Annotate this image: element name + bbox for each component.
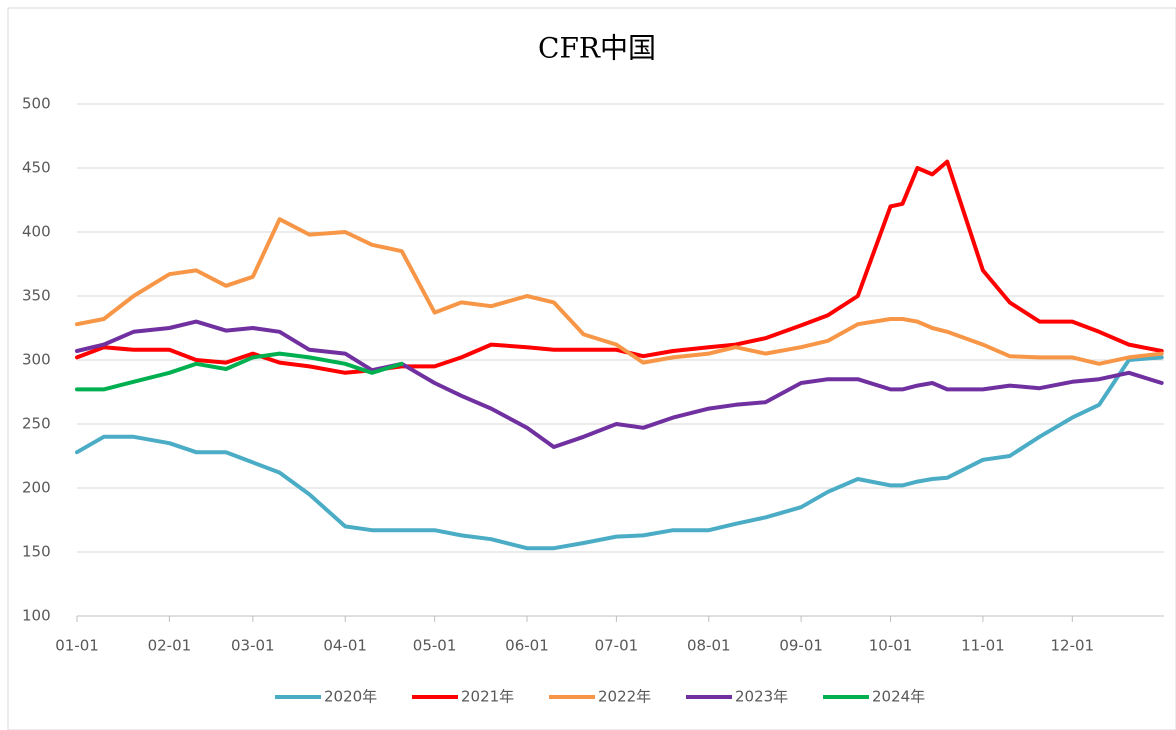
x-tick-label: 02-01 xyxy=(148,637,192,655)
chart-title: CFR中国 xyxy=(538,32,656,65)
legend-label: 2020年 xyxy=(324,688,377,706)
y-tick-label: 300 xyxy=(22,351,51,369)
x-tick-label: 08-01 xyxy=(687,637,731,655)
y-tick-label: 400 xyxy=(22,223,51,241)
x-tick-label: 05-01 xyxy=(413,637,457,655)
legend-label: 2021年 xyxy=(461,688,514,706)
series-line xyxy=(75,217,1164,366)
y-tick-label: 500 xyxy=(22,95,51,113)
x-tick-label: 07-01 xyxy=(595,637,639,655)
series-line xyxy=(75,319,1164,449)
legend-label: 2022年 xyxy=(598,688,651,706)
legend-label: 2023年 xyxy=(735,688,788,706)
x-tick-label: 11-01 xyxy=(961,637,1005,655)
series-line xyxy=(75,355,1164,551)
y-tick-label: 250 xyxy=(22,415,51,433)
y-tick-label: 450 xyxy=(22,159,51,177)
x-tick-label: 04-01 xyxy=(323,637,367,655)
chart-frame xyxy=(7,7,1176,730)
x-tick-label: 01-01 xyxy=(55,637,99,655)
y-tick-label: 150 xyxy=(22,543,51,561)
x-tick-label: 03-01 xyxy=(231,637,275,655)
series-line xyxy=(75,351,404,392)
y-tick-label: 100 xyxy=(22,607,51,625)
x-tick-label: 09-01 xyxy=(779,637,823,655)
series-line xyxy=(75,159,1164,375)
x-tick-label: 06-01 xyxy=(505,637,549,655)
x-tick-label: 10-01 xyxy=(869,637,913,655)
x-tick-label: 12-01 xyxy=(1051,637,1095,655)
y-tick-label: 350 xyxy=(22,287,51,305)
legend-label: 2024年 xyxy=(872,688,925,706)
y-tick-label: 200 xyxy=(22,479,51,497)
